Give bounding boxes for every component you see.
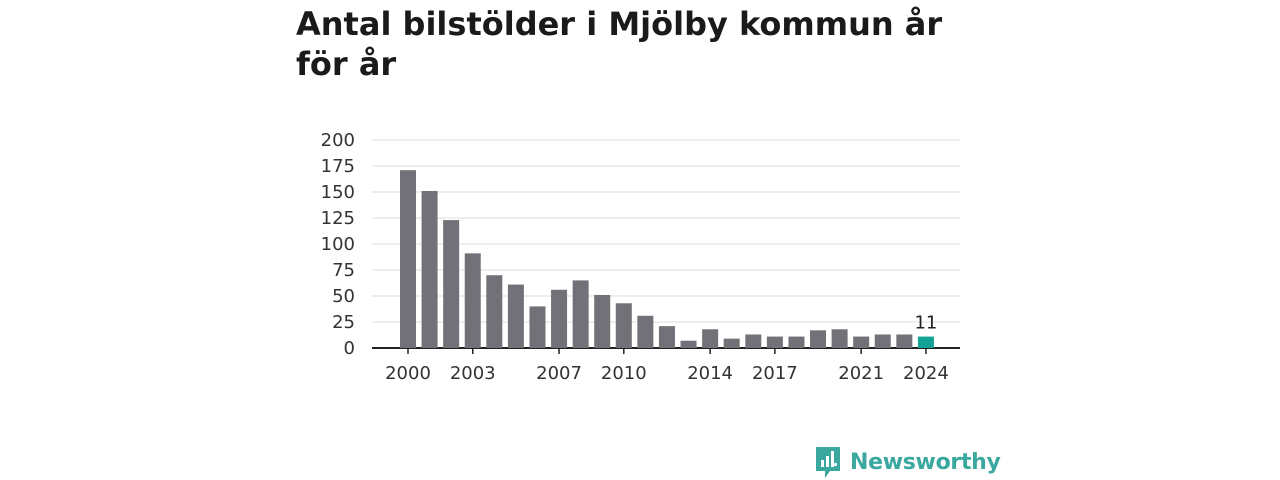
brand-logo: Newsworthy — [814, 444, 1001, 480]
y-tick-label: 25 — [332, 312, 355, 333]
x-tick-label: 2014 — [687, 363, 733, 384]
bar-2010 — [615, 303, 632, 348]
y-tick-label: 75 — [332, 260, 355, 281]
annotations: 11 — [914, 313, 937, 334]
bar-2020 — [831, 329, 848, 348]
y-tick-label: 175 — [321, 156, 355, 177]
bar-2004 — [486, 275, 503, 348]
bar-2005 — [507, 284, 524, 348]
x-tick-label: 2024 — [903, 363, 949, 384]
y-tick-label: 125 — [321, 208, 355, 229]
x-tick-label: 2007 — [536, 363, 582, 384]
bar-2022 — [874, 334, 891, 348]
bar-2015 — [723, 338, 740, 348]
x-axis-ticks: 2000 2003 2007 2010 2014 2017 2021 2024 — [385, 348, 949, 384]
y-tick-label: 0 — [344, 338, 355, 359]
chart-title: Antal bilstölder i Mjölby kommun år för … — [296, 5, 943, 83]
bar-2001 — [421, 190, 438, 348]
bar-2023 — [896, 334, 913, 348]
brand-name: Newsworthy — [850, 449, 1001, 475]
bar-2006 — [529, 306, 546, 348]
x-tick-label: 2010 — [601, 363, 647, 384]
bar-2002 — [443, 220, 460, 348]
bar-2011 — [637, 315, 654, 348]
bar-2009 — [594, 294, 611, 348]
bar-2017 — [766, 336, 783, 348]
x-tick-label: 2021 — [838, 363, 884, 384]
bar-2021 — [853, 336, 870, 348]
bars — [400, 170, 934, 348]
y-tick-label: 50 — [332, 286, 355, 307]
bar-2012 — [658, 326, 675, 348]
bar-2007 — [551, 289, 568, 348]
newsworthy-logo-icon — [816, 447, 840, 478]
y-tick-label: 150 — [321, 182, 355, 203]
gridlines — [372, 139, 960, 349]
bar-2014 — [702, 329, 719, 348]
x-tick-label: 2017 — [752, 363, 798, 384]
bar-2018 — [788, 336, 805, 348]
y-axis-ticks: 0 25 50 75 100 125 150 175 200 — [321, 130, 355, 359]
y-tick-label: 200 — [321, 130, 355, 151]
highlight-value-label: 11 — [914, 313, 937, 334]
bar-2013 — [680, 340, 697, 348]
bar-2024 — [917, 336, 934, 348]
bar-2003 — [464, 253, 481, 348]
y-tick-label: 100 — [321, 234, 355, 255]
bar-2016 — [745, 334, 762, 348]
x-tick-label: 2003 — [450, 363, 496, 384]
x-tick-label: 2000 — [385, 363, 431, 384]
bar-2008 — [572, 280, 589, 348]
bar-2019 — [810, 330, 827, 348]
bar-2000 — [400, 170, 416, 348]
